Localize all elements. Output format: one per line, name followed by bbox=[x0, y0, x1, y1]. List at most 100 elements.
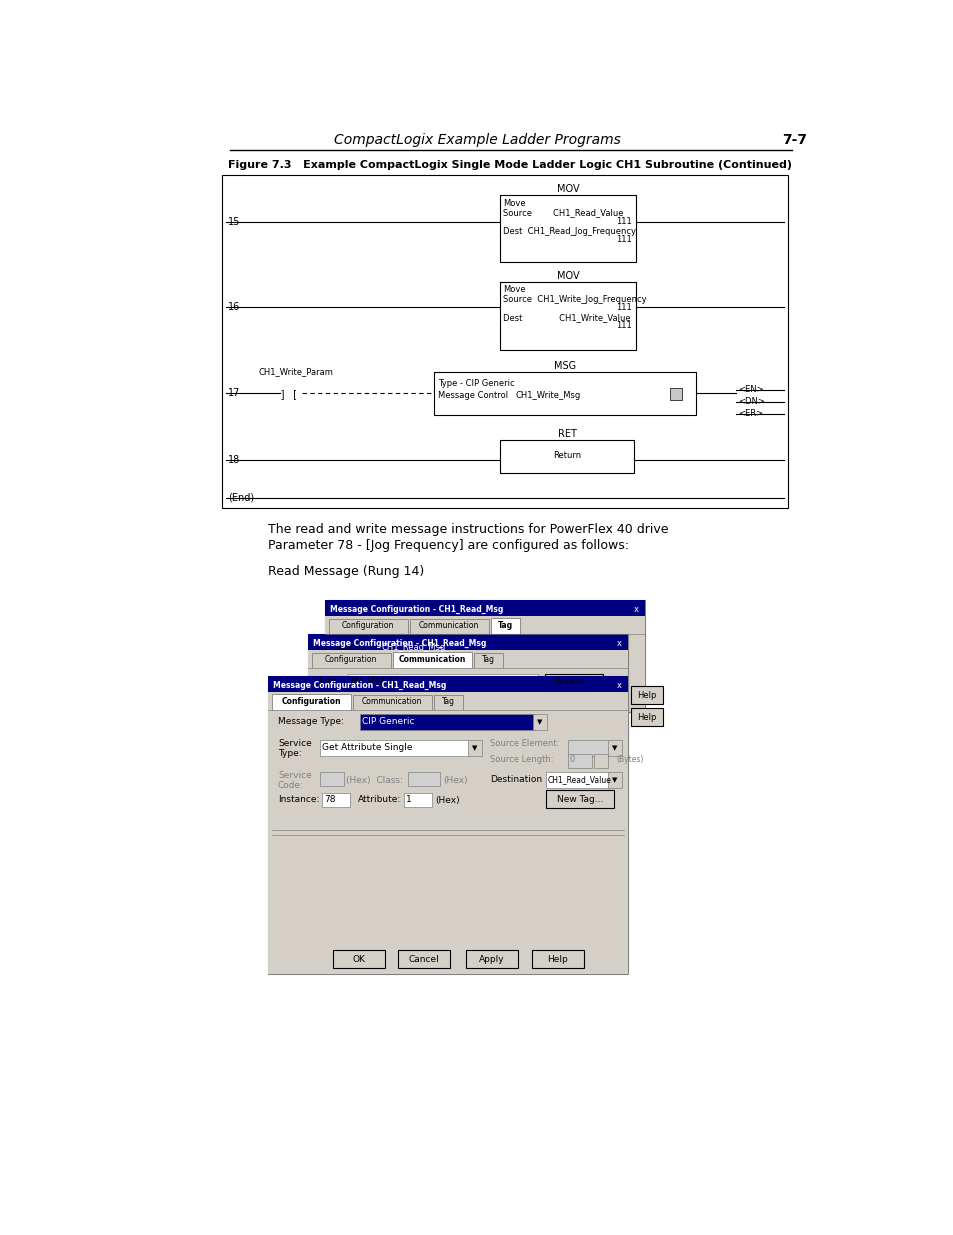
Bar bbox=[393, 652, 472, 668]
Text: MOV: MOV bbox=[557, 270, 578, 282]
Text: Source  CH1_Write_Jog_Frequency: Source CH1_Write_Jog_Frequency bbox=[502, 295, 646, 305]
Bar bbox=[533, 714, 546, 730]
Text: Move: Move bbox=[502, 199, 525, 207]
Bar bbox=[268, 692, 627, 710]
Text: Destination: Destination bbox=[490, 776, 541, 784]
Text: Configuration: Configuration bbox=[341, 621, 394, 631]
Text: 1: 1 bbox=[406, 795, 412, 804]
Bar bbox=[544, 674, 602, 690]
Text: Message Type:: Message Type: bbox=[277, 718, 344, 726]
Text: Type:: Type: bbox=[277, 750, 301, 758]
Text: Source Length:: Source Length: bbox=[490, 756, 553, 764]
Text: RET: RET bbox=[557, 429, 576, 438]
Text: (Hex): (Hex) bbox=[442, 776, 467, 784]
Text: Help: Help bbox=[547, 955, 568, 963]
Text: Dest              CH1_Write_Value: Dest CH1_Write_Value bbox=[502, 314, 630, 322]
Text: 17: 17 bbox=[228, 388, 240, 398]
Text: CIP Generic: CIP Generic bbox=[361, 718, 414, 726]
Text: Instance:: Instance: bbox=[277, 795, 319, 804]
Bar bbox=[308, 650, 627, 668]
Bar bbox=[607, 740, 621, 756]
Text: x: x bbox=[634, 604, 639, 614]
Bar bbox=[468, 740, 481, 756]
Text: Name:: Name: bbox=[335, 643, 362, 652]
Text: Type - CIP Generic: Type - CIP Generic bbox=[437, 378, 514, 388]
Text: 78: 78 bbox=[324, 795, 335, 804]
Text: Tag: Tag bbox=[441, 698, 454, 706]
Bar bbox=[434, 695, 462, 710]
Text: CompactLogix Example Ladder Programs: CompactLogix Example Ladder Programs bbox=[334, 133, 619, 147]
Bar bbox=[630, 708, 662, 726]
Bar bbox=[379, 640, 535, 656]
Text: Dest  CH1_Read_Jog_Frequency: Dest CH1_Read_Jog_Frequency bbox=[502, 226, 636, 236]
Text: Cancel: Cancel bbox=[408, 955, 439, 963]
Bar bbox=[545, 772, 609, 788]
Bar bbox=[465, 950, 517, 968]
Text: Help: Help bbox=[637, 713, 656, 721]
Bar bbox=[408, 772, 439, 785]
Text: Tag: Tag bbox=[481, 656, 494, 664]
Text: Return: Return bbox=[553, 452, 580, 461]
Text: Configuration: Configuration bbox=[281, 698, 340, 706]
Text: Service: Service bbox=[277, 772, 312, 781]
Bar bbox=[474, 653, 502, 668]
Text: Message Control: Message Control bbox=[437, 390, 508, 399]
Bar bbox=[353, 695, 432, 710]
Text: Help: Help bbox=[637, 690, 656, 699]
Bar bbox=[308, 634, 627, 734]
Bar bbox=[319, 772, 344, 785]
Bar bbox=[329, 619, 408, 634]
Text: The read and write message instructions for PowerFlex 40 drive: The read and write message instructions … bbox=[268, 524, 668, 536]
Text: OK: OK bbox=[353, 955, 365, 963]
Text: Figure 7.3   Example CompactLogix Single Mode Ladder Logic CH1 Subroutine (Conti: Figure 7.3 Example CompactLogix Single M… bbox=[228, 161, 791, 170]
Text: Message Configuration - CH1_Read_Msg: Message Configuration - CH1_Read_Msg bbox=[313, 638, 486, 647]
Text: <DN>: <DN> bbox=[738, 398, 764, 406]
Text: (End): (End) bbox=[228, 493, 253, 503]
Bar bbox=[308, 668, 627, 734]
Bar bbox=[222, 175, 787, 508]
Text: Tag: Tag bbox=[497, 621, 512, 631]
Bar bbox=[434, 372, 696, 415]
Text: Read Message (Rung 14): Read Message (Rung 14) bbox=[268, 566, 424, 578]
Bar bbox=[268, 676, 627, 974]
Bar bbox=[607, 772, 621, 788]
Text: 18: 18 bbox=[228, 454, 240, 466]
Text: 7-7: 7-7 bbox=[781, 133, 806, 147]
Bar bbox=[669, 388, 681, 400]
Text: ▼: ▼ bbox=[612, 745, 617, 751]
Bar bbox=[325, 600, 644, 713]
Bar bbox=[545, 790, 614, 808]
Bar bbox=[397, 950, 450, 968]
Text: x: x bbox=[617, 638, 621, 647]
Bar bbox=[348, 674, 537, 690]
Bar bbox=[410, 619, 489, 634]
Text: ▼: ▼ bbox=[612, 777, 617, 783]
Bar bbox=[272, 694, 351, 710]
Text: New Tag...: New Tag... bbox=[557, 795, 602, 804]
Bar bbox=[499, 440, 634, 473]
Bar bbox=[567, 740, 609, 756]
Text: MSG: MSG bbox=[554, 361, 576, 370]
Text: My_SM2.2.1: My_SM2.2.1 bbox=[350, 678, 399, 687]
Bar bbox=[308, 634, 627, 650]
Bar bbox=[594, 755, 607, 768]
Text: Parameter 78 - [Jog Frequency] are configured as follows:: Parameter 78 - [Jog Frequency] are confi… bbox=[268, 540, 628, 552]
Text: Source        CH1_Read_Value: Source CH1_Read_Value bbox=[502, 209, 623, 217]
Text: Apply: Apply bbox=[478, 955, 504, 963]
Text: <ER>: <ER> bbox=[738, 410, 762, 419]
Text: Communication: Communication bbox=[398, 656, 465, 664]
Bar bbox=[319, 740, 470, 756]
Bar bbox=[630, 685, 662, 704]
Text: Get Attribute Single: Get Attribute Single bbox=[322, 743, 412, 752]
Text: Move: Move bbox=[502, 285, 525, 294]
Bar bbox=[325, 600, 644, 616]
Bar bbox=[325, 616, 644, 634]
Bar bbox=[499, 282, 636, 350]
Text: Code:: Code: bbox=[277, 782, 304, 790]
Text: Path:: Path: bbox=[317, 678, 339, 687]
Bar bbox=[499, 195, 636, 262]
Bar bbox=[268, 710, 627, 974]
Bar bbox=[491, 618, 519, 634]
Text: ▼: ▼ bbox=[472, 745, 477, 751]
Text: 0: 0 bbox=[569, 756, 575, 764]
